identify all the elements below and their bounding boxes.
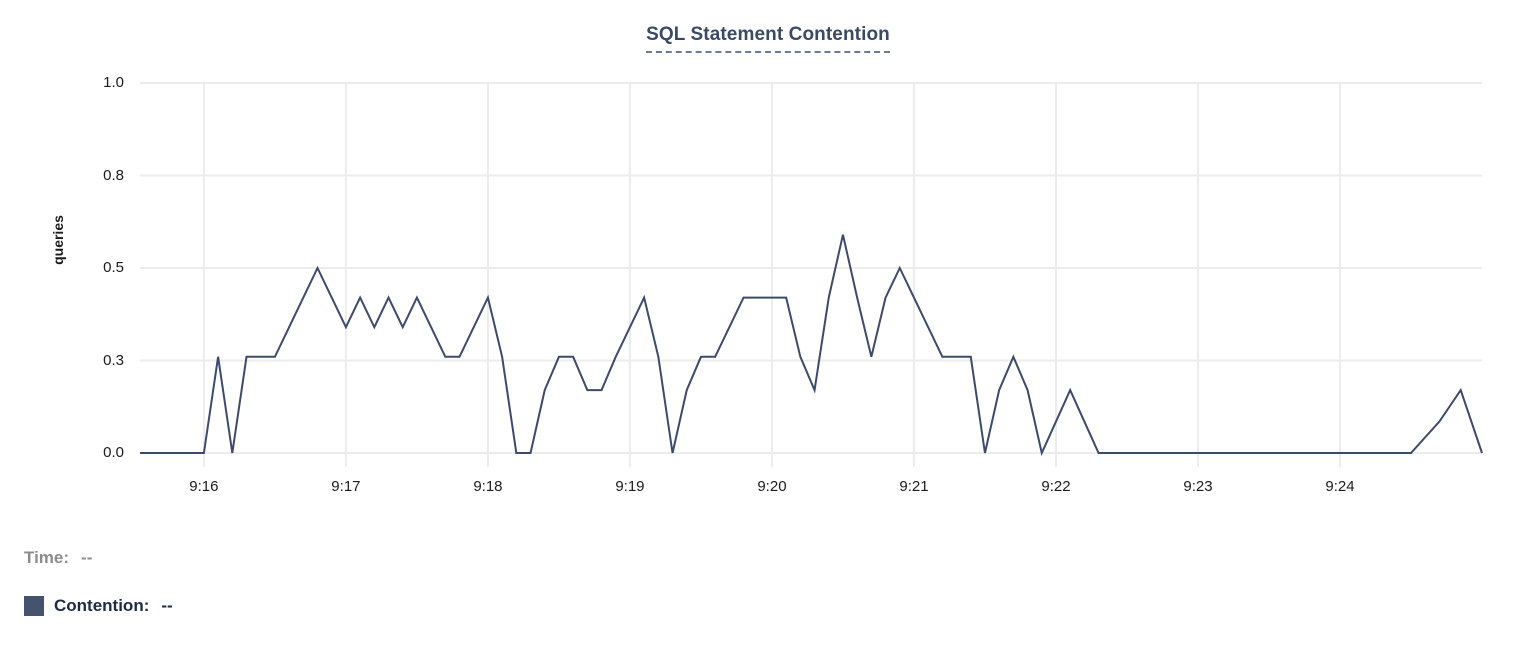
x-tick-label: 9:16 [189,478,219,495]
readout-value: -- [161,596,173,615]
x-axis-tick-labels: 9:16 9:17 9:18 9:19 9:20 9:21 9:22 9:23 9:24 [0,478,1536,502]
y-axis-tick-labels: 0.0 0.3 0.5 0.8 1.0 [76,70,124,470]
readout-key: Time: [24,548,70,567]
x-tick-label: 9:19 [615,478,645,495]
readout-row: Contention: -- [24,588,824,624]
legend-color-swatch [24,596,44,616]
x-tick-label: 9:18 [473,478,503,495]
gridlines [140,82,1482,467]
series-line-contention [140,234,1483,457]
y-tick-label: 0.0 [103,444,124,461]
x-tick-label: 9:23 [1183,478,1213,495]
readout-row: Time: -- [24,540,824,576]
readout-value: -- [81,548,93,567]
readout-key: Contention: [54,596,150,615]
y-tick-label: 0.3 [103,351,124,369]
x-tick-label: 9:24 [1325,478,1355,495]
contention-line-chart [140,82,1483,467]
x-tick-label: 9:20 [757,478,787,495]
series-layer [140,234,1483,457]
page-title: SQL Statement Contention [646,24,890,53]
chart-readouts: Time: -- Contention: -- [24,540,824,624]
chart-title-container: SQL Statement Contention [0,24,1536,53]
x-tick-label: 9:22 [1041,478,1071,495]
x-tick-label: 9:17 [331,478,361,495]
y-tick-label: 0.5 [103,259,124,276]
chart-plot-area: queries 0.0 0.3 0.5 0.8 1.0 9:16 9:17 9:18 9:19… [0,70,1536,502]
y-tick-label: 0.8 [103,166,124,184]
y-tick-label: 1.0 [103,74,124,91]
x-tick-label: 9:21 [899,478,929,495]
